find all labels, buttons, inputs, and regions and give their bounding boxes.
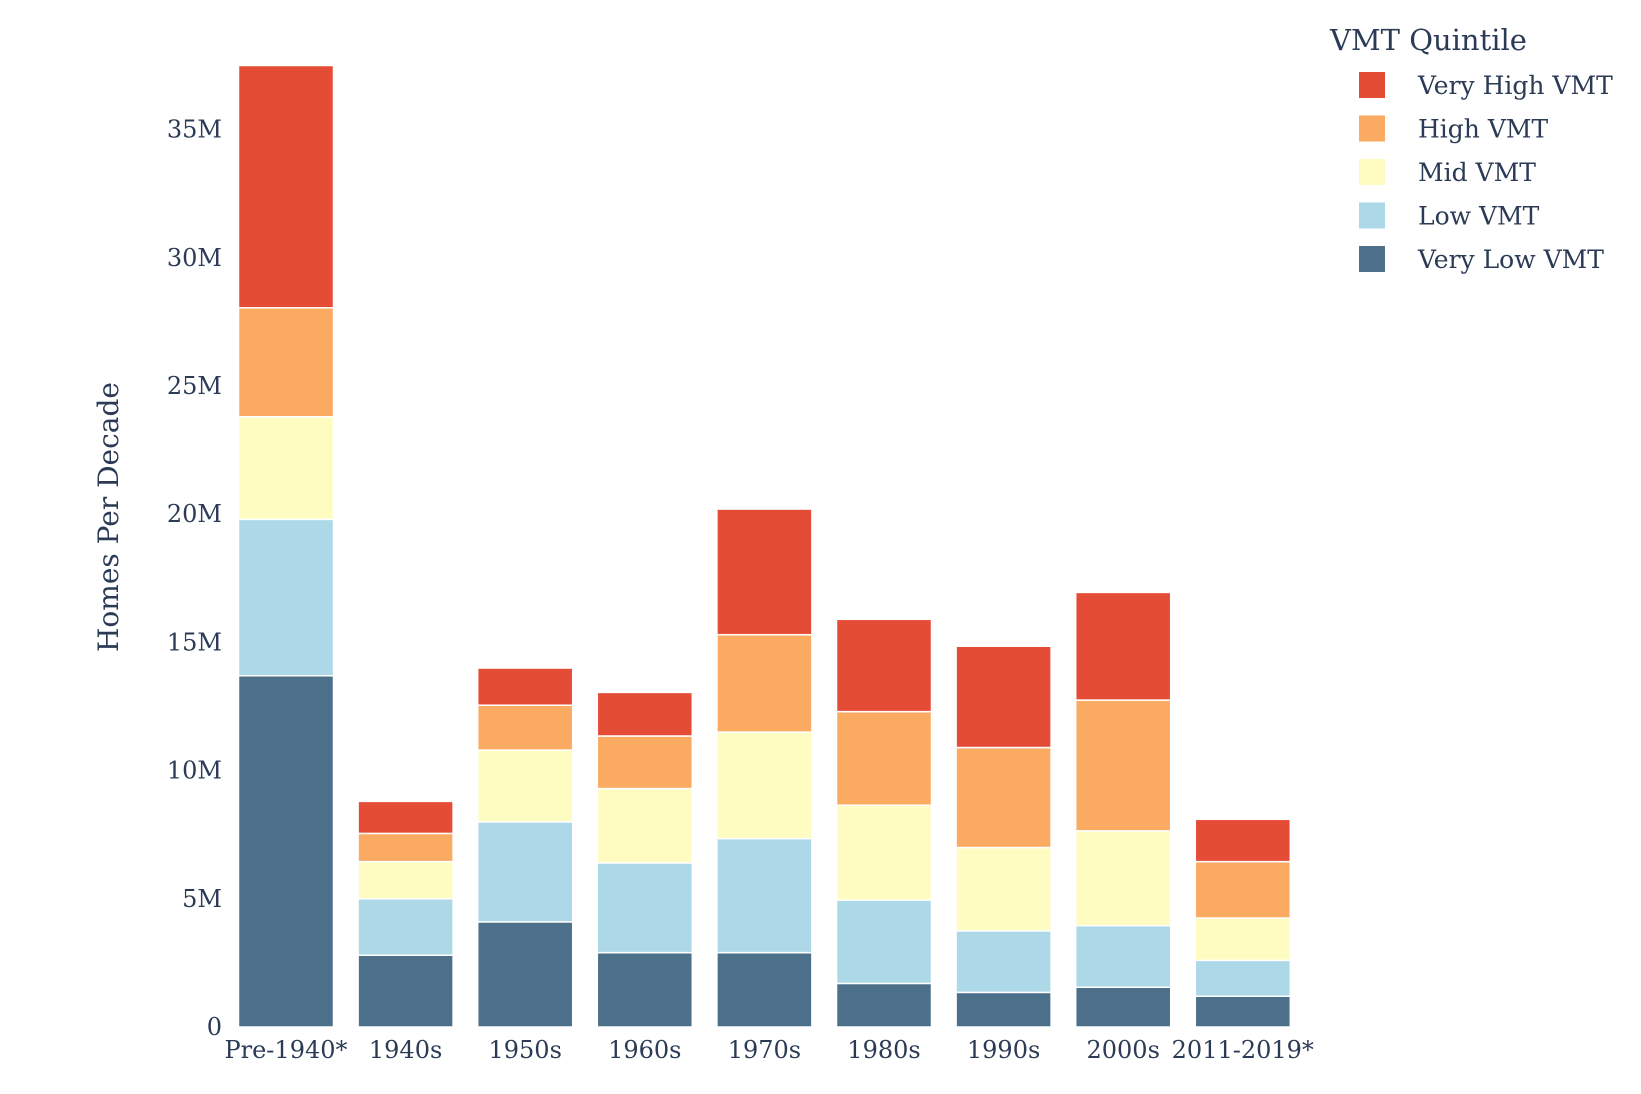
bar-segment bbox=[357, 832, 454, 863]
bar-segment bbox=[237, 674, 335, 1028]
legend-label: Very Low VMT bbox=[1417, 245, 1604, 274]
bar-segment bbox=[1194, 959, 1292, 997]
legend-swatch bbox=[1359, 202, 1385, 229]
x-tick-label: 1990s bbox=[967, 1036, 1040, 1064]
y-tick-label: 30M bbox=[167, 244, 222, 272]
x-tick-label: 1970s bbox=[728, 1036, 801, 1064]
bar-segment bbox=[476, 749, 574, 823]
bar-segment bbox=[1074, 591, 1172, 701]
x-tick-label: 2000s bbox=[1086, 1036, 1159, 1064]
bar-segment bbox=[357, 954, 454, 1028]
bar-segment bbox=[1194, 860, 1292, 919]
legend-label: Low VMT bbox=[1418, 202, 1540, 231]
x-tick-label: 1950s bbox=[488, 1036, 561, 1064]
y-tick-label: 10M bbox=[167, 757, 222, 785]
bar-segment bbox=[716, 508, 813, 636]
bar-segment bbox=[596, 951, 694, 1028]
y-axis-title: Homes Per Decade bbox=[92, 382, 125, 652]
legend-swatch bbox=[1359, 115, 1385, 142]
bar-segment bbox=[357, 860, 454, 900]
bar-segment bbox=[237, 518, 335, 677]
legend-swatch bbox=[1359, 246, 1385, 272]
bar-segment bbox=[237, 416, 335, 521]
bar-segment bbox=[716, 951, 813, 1028]
legend-label: Very High VMT bbox=[1417, 71, 1613, 100]
bar-segment bbox=[596, 735, 694, 790]
bar-segment bbox=[955, 991, 1052, 1028]
bar-segment bbox=[835, 804, 933, 901]
y-tick-label: 20M bbox=[167, 500, 222, 528]
legend: VMT Quintile Very High VMT High VMT Mid VM… bbox=[1329, 23, 1613, 274]
bar-segment bbox=[955, 645, 1052, 749]
x-tick-label: 2011-2019* bbox=[1172, 1036, 1314, 1064]
bar-segment bbox=[835, 710, 933, 806]
bar-segment bbox=[716, 837, 813, 954]
bar-segment bbox=[835, 618, 933, 713]
legend-title: VMT Quintile bbox=[1329, 23, 1527, 57]
bar-segment bbox=[1074, 699, 1172, 832]
x-tick-label: 1960s bbox=[608, 1036, 681, 1064]
bar-segment bbox=[476, 704, 574, 751]
bar-segment bbox=[835, 899, 933, 985]
bar-segment bbox=[596, 862, 694, 954]
legend-label: Mid VMT bbox=[1418, 158, 1536, 187]
bar-segment bbox=[716, 633, 813, 733]
bar-segment bbox=[476, 821, 574, 923]
y-tick-label: 5M bbox=[182, 885, 222, 913]
legend-swatch bbox=[1359, 72, 1385, 98]
legend-label: High VMT bbox=[1418, 115, 1549, 144]
bar-segment bbox=[955, 746, 1052, 849]
y-tick-label: 25M bbox=[167, 372, 222, 400]
x-tick-label: 1940s bbox=[369, 1036, 442, 1064]
bar-segment bbox=[1074, 830, 1172, 927]
bar-segment bbox=[1074, 924, 1172, 989]
bar-segment bbox=[596, 691, 694, 737]
x-tick-label: Pre-1940* bbox=[224, 1036, 347, 1064]
bars-group bbox=[237, 64, 1292, 1028]
bar-segment bbox=[357, 898, 454, 956]
x-tick-label: 1980s bbox=[847, 1036, 920, 1064]
bar-segment bbox=[1074, 986, 1172, 1028]
bar-segment bbox=[835, 982, 933, 1028]
bar-segment bbox=[476, 921, 574, 1028]
x-axis-labels: Pre-1940* 1940s 1950s 1960s 1970s 1980s 1990s 2… bbox=[224, 1036, 1313, 1064]
bar-segment bbox=[1194, 995, 1292, 1028]
y-axis-ticks: 0 5M 10M 15M 20M 25M 30M 35M bbox=[167, 116, 222, 1041]
y-tick-label: 15M bbox=[167, 628, 222, 656]
legend-swatch bbox=[1359, 159, 1385, 185]
bar-segment bbox=[237, 64, 335, 309]
bar-segment bbox=[1194, 917, 1292, 962]
bar-segment bbox=[237, 307, 335, 418]
bar-segment bbox=[955, 846, 1052, 932]
y-tick-label: 35M bbox=[167, 116, 222, 144]
bar-segment bbox=[955, 930, 1052, 994]
bar-segment bbox=[476, 667, 574, 706]
y-tick-label: 0 bbox=[207, 1013, 222, 1041]
bar-segment bbox=[357, 800, 454, 835]
bar-segment bbox=[596, 787, 694, 864]
bar-segment bbox=[716, 731, 813, 840]
bar-segment bbox=[1194, 818, 1292, 863]
